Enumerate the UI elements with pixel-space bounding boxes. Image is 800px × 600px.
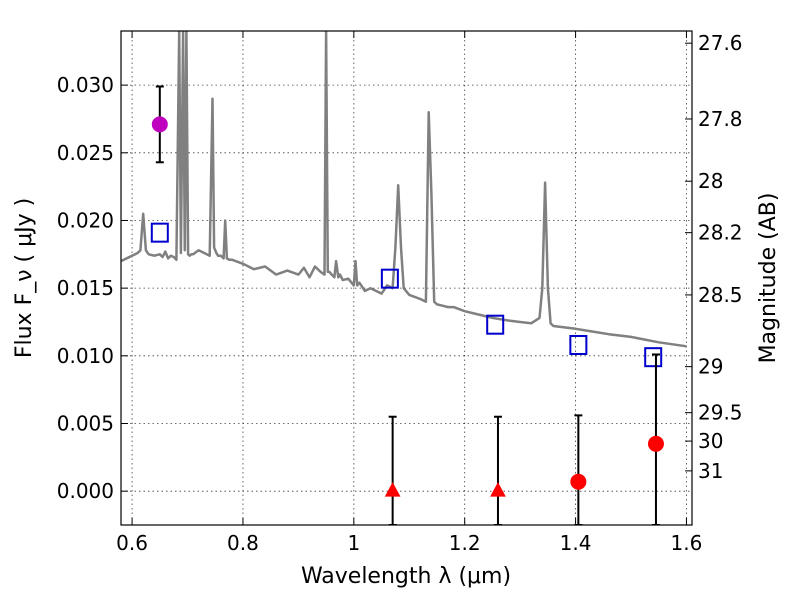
y-tick-label: 0.030 bbox=[57, 73, 114, 97]
model-photometry-point bbox=[644, 347, 663, 368]
right-tick-label: 31 bbox=[698, 459, 723, 483]
spectrum-line bbox=[121, 31, 687, 348]
y-tick-label: 0.020 bbox=[57, 208, 114, 232]
right-tick-label: 28.5 bbox=[698, 283, 743, 307]
model-photometry-point bbox=[486, 314, 505, 335]
right-axis-ticks: 27.6 27.8 28 28.2 28.5 29 29.5 30 31 bbox=[685, 31, 743, 483]
right-tick-label: 27.6 bbox=[698, 31, 743, 55]
y-tick-label: 0.005 bbox=[57, 411, 114, 435]
right-tick-label: 29.5 bbox=[698, 401, 743, 425]
measurement-point bbox=[151, 116, 168, 133]
right-axis-label: Magnitude (AB) bbox=[756, 193, 781, 364]
y-tick-label: 0.010 bbox=[57, 344, 114, 368]
x-tick-label: 1.4 bbox=[560, 531, 592, 555]
y-tick-label: 0.000 bbox=[57, 479, 114, 503]
x-tick-label: 1 bbox=[347, 531, 360, 555]
model-spectrum-series bbox=[121, 31, 687, 348]
right-tick-label: 27.8 bbox=[698, 107, 743, 131]
x-axis-label: Wavelength λ (μm) bbox=[301, 564, 511, 589]
y-tick-label: 0.025 bbox=[57, 141, 114, 165]
plot-frame bbox=[120, 30, 693, 526]
x-tick-label: 1.6 bbox=[671, 531, 703, 555]
right-tick-label: 29 bbox=[698, 355, 723, 379]
upper-limit-point bbox=[490, 482, 506, 497]
model-photometry-point bbox=[569, 334, 588, 355]
x-axis-ticks: 0.6 0.8 1 1.2 1.4 1.6 bbox=[116, 31, 702, 555]
x-tick-label: 1.2 bbox=[449, 531, 481, 555]
photometry-markers bbox=[150, 85, 664, 525]
y-axis-ticks: 0.000 0.005 0.010 0.015 0.020 0.025 0.030 bbox=[57, 73, 128, 503]
model-photometry-point bbox=[380, 268, 399, 289]
measurement-point bbox=[570, 473, 587, 490]
x-tick-label: 0.6 bbox=[116, 531, 148, 555]
y-axis-label: Flux F_ν ( μJy ) bbox=[12, 198, 37, 358]
grid bbox=[121, 31, 692, 525]
upper-limit-point bbox=[384, 482, 401, 497]
right-tick-label: 30 bbox=[698, 429, 723, 453]
right-tick-label: 28.2 bbox=[698, 221, 743, 245]
x-tick-label: 0.8 bbox=[227, 531, 259, 555]
y-tick-label: 0.015 bbox=[57, 276, 114, 300]
measurement-point bbox=[647, 435, 664, 452]
right-tick-label: 28 bbox=[698, 169, 723, 193]
model-photometry-point bbox=[150, 222, 169, 243]
